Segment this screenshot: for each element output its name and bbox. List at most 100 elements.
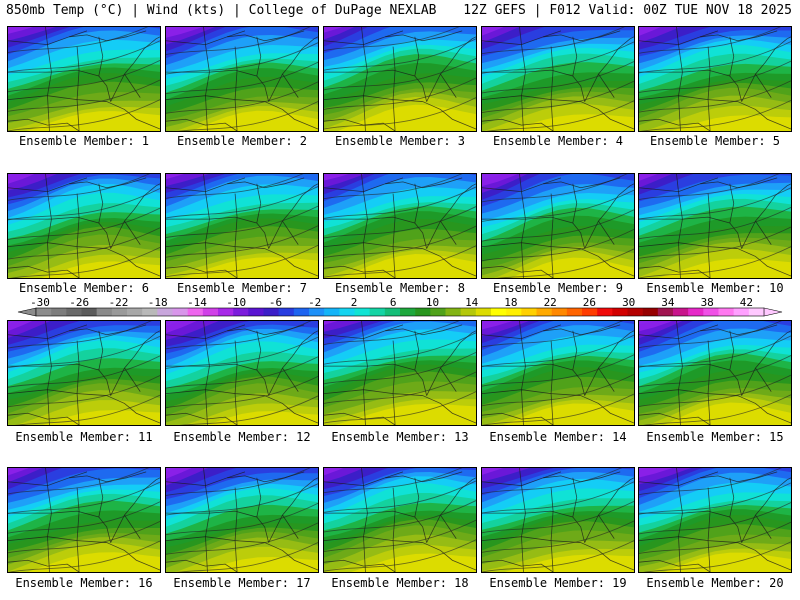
state-border — [106, 248, 160, 277]
state-border — [737, 248, 791, 277]
isotherm-contour — [8, 99, 160, 131]
state-border — [8, 363, 99, 371]
state-border — [414, 477, 428, 543]
member-map-panel — [481, 467, 635, 573]
state-border — [324, 363, 415, 371]
isotherm-contour — [166, 81, 318, 114]
member-map-panel — [638, 173, 792, 279]
state-border — [392, 340, 396, 425]
member-label: Ensemble Member: 8 — [334, 281, 466, 295]
state-border — [324, 216, 415, 224]
state-border — [482, 363, 573, 371]
temperature-band — [482, 403, 634, 425]
state-border — [426, 183, 476, 249]
isotherm-contour — [324, 519, 476, 553]
isotherm-contour — [482, 393, 634, 425]
state-border — [572, 477, 586, 543]
member-label: Ensemble Member: 12 — [173, 430, 311, 444]
state-border — [639, 510, 730, 518]
state-border — [166, 412, 238, 425]
colorbar-tick-label: -18 — [148, 296, 168, 309]
state-border — [69, 471, 147, 483]
isotherm-contour — [324, 468, 463, 494]
state-border — [426, 477, 476, 543]
state-border — [110, 477, 160, 543]
colorbar-segment — [142, 308, 158, 316]
isotherm-contour — [324, 371, 476, 404]
member-label: Ensemble Member: 11 — [15, 430, 153, 444]
isotherm-contour — [639, 206, 791, 240]
member-map-panel — [638, 467, 792, 573]
isotherm-contour — [10, 246, 160, 278]
colorbar-tick-label: 22 — [544, 296, 557, 309]
isotherm-contour — [8, 481, 160, 514]
colorbar-tick-label: -2 — [308, 296, 321, 309]
state-border — [324, 471, 404, 487]
isotherm-contour — [166, 522, 318, 555]
colorbar-segment — [233, 308, 249, 316]
state-border — [755, 367, 772, 392]
temperature-band — [8, 410, 160, 425]
state-border — [422, 542, 476, 571]
isotherm-contour — [166, 174, 304, 199]
state-border — [584, 36, 634, 102]
colorbar-segment — [612, 308, 628, 316]
isotherm-contour — [166, 321, 312, 350]
isotherm-contour — [166, 61, 318, 95]
isotherm-contour — [639, 174, 780, 200]
member-map-panel — [7, 173, 161, 279]
isotherm-contour — [8, 188, 160, 221]
colorbar-segment — [202, 308, 219, 316]
state-border — [482, 69, 573, 77]
colorbar-segment — [445, 308, 461, 316]
isotherm-contour — [643, 394, 791, 425]
colorbar-segment — [263, 308, 279, 316]
member-map-panel — [7, 26, 161, 132]
isotherm-contour — [8, 520, 160, 554]
member-map-panel — [323, 173, 477, 279]
colorbar-segment — [339, 308, 355, 316]
state-border — [324, 324, 404, 340]
isotherm-contour — [482, 228, 634, 262]
state-border — [598, 220, 615, 245]
colorbar-segment — [187, 308, 204, 316]
isotherm-contour — [324, 539, 476, 572]
state-border — [324, 389, 423, 396]
header-title: 850mb Temp (°C) | Wind (kts) | College o… — [6, 3, 437, 18]
member-label: Ensemble Member: 18 — [331, 576, 469, 590]
isotherm-contour — [8, 355, 160, 388]
isotherm-contour — [324, 391, 476, 424]
member-map-panel — [165, 320, 319, 426]
colorbar-tick-label: 18 — [504, 296, 517, 309]
member-label: Ensemble Member: 20 — [646, 576, 784, 590]
temperature-band — [639, 115, 791, 131]
colorbar-segment — [369, 308, 386, 316]
colorbar-segment — [627, 308, 643, 316]
isotherm-contour — [324, 38, 476, 71]
isotherm-contour — [179, 395, 318, 425]
isotherm-contour — [482, 209, 634, 242]
state-border — [426, 330, 476, 396]
isotherm-contour — [175, 101, 318, 131]
state-border — [124, 73, 141, 98]
isotherm-contour — [482, 321, 623, 348]
state-border — [422, 248, 476, 277]
state-border — [700, 324, 778, 336]
colorbar-tick-label: 42 — [740, 296, 753, 309]
state-border — [166, 118, 238, 131]
state-border — [440, 220, 457, 245]
state-border — [639, 363, 730, 371]
colorbar-segment — [111, 308, 128, 316]
colorbar-segment — [157, 308, 173, 316]
isotherm-contour — [166, 205, 318, 239]
temperature-band — [482, 554, 634, 572]
state-border — [268, 330, 318, 396]
state-border — [76, 487, 80, 572]
state-border — [550, 487, 554, 572]
state-border — [227, 177, 305, 189]
member-map-panel — [165, 173, 319, 279]
isotherm-contour — [324, 206, 476, 239]
colorbar-tick-label: 10 — [426, 296, 439, 309]
state-border — [324, 95, 423, 102]
isotherm-contour — [639, 468, 782, 496]
